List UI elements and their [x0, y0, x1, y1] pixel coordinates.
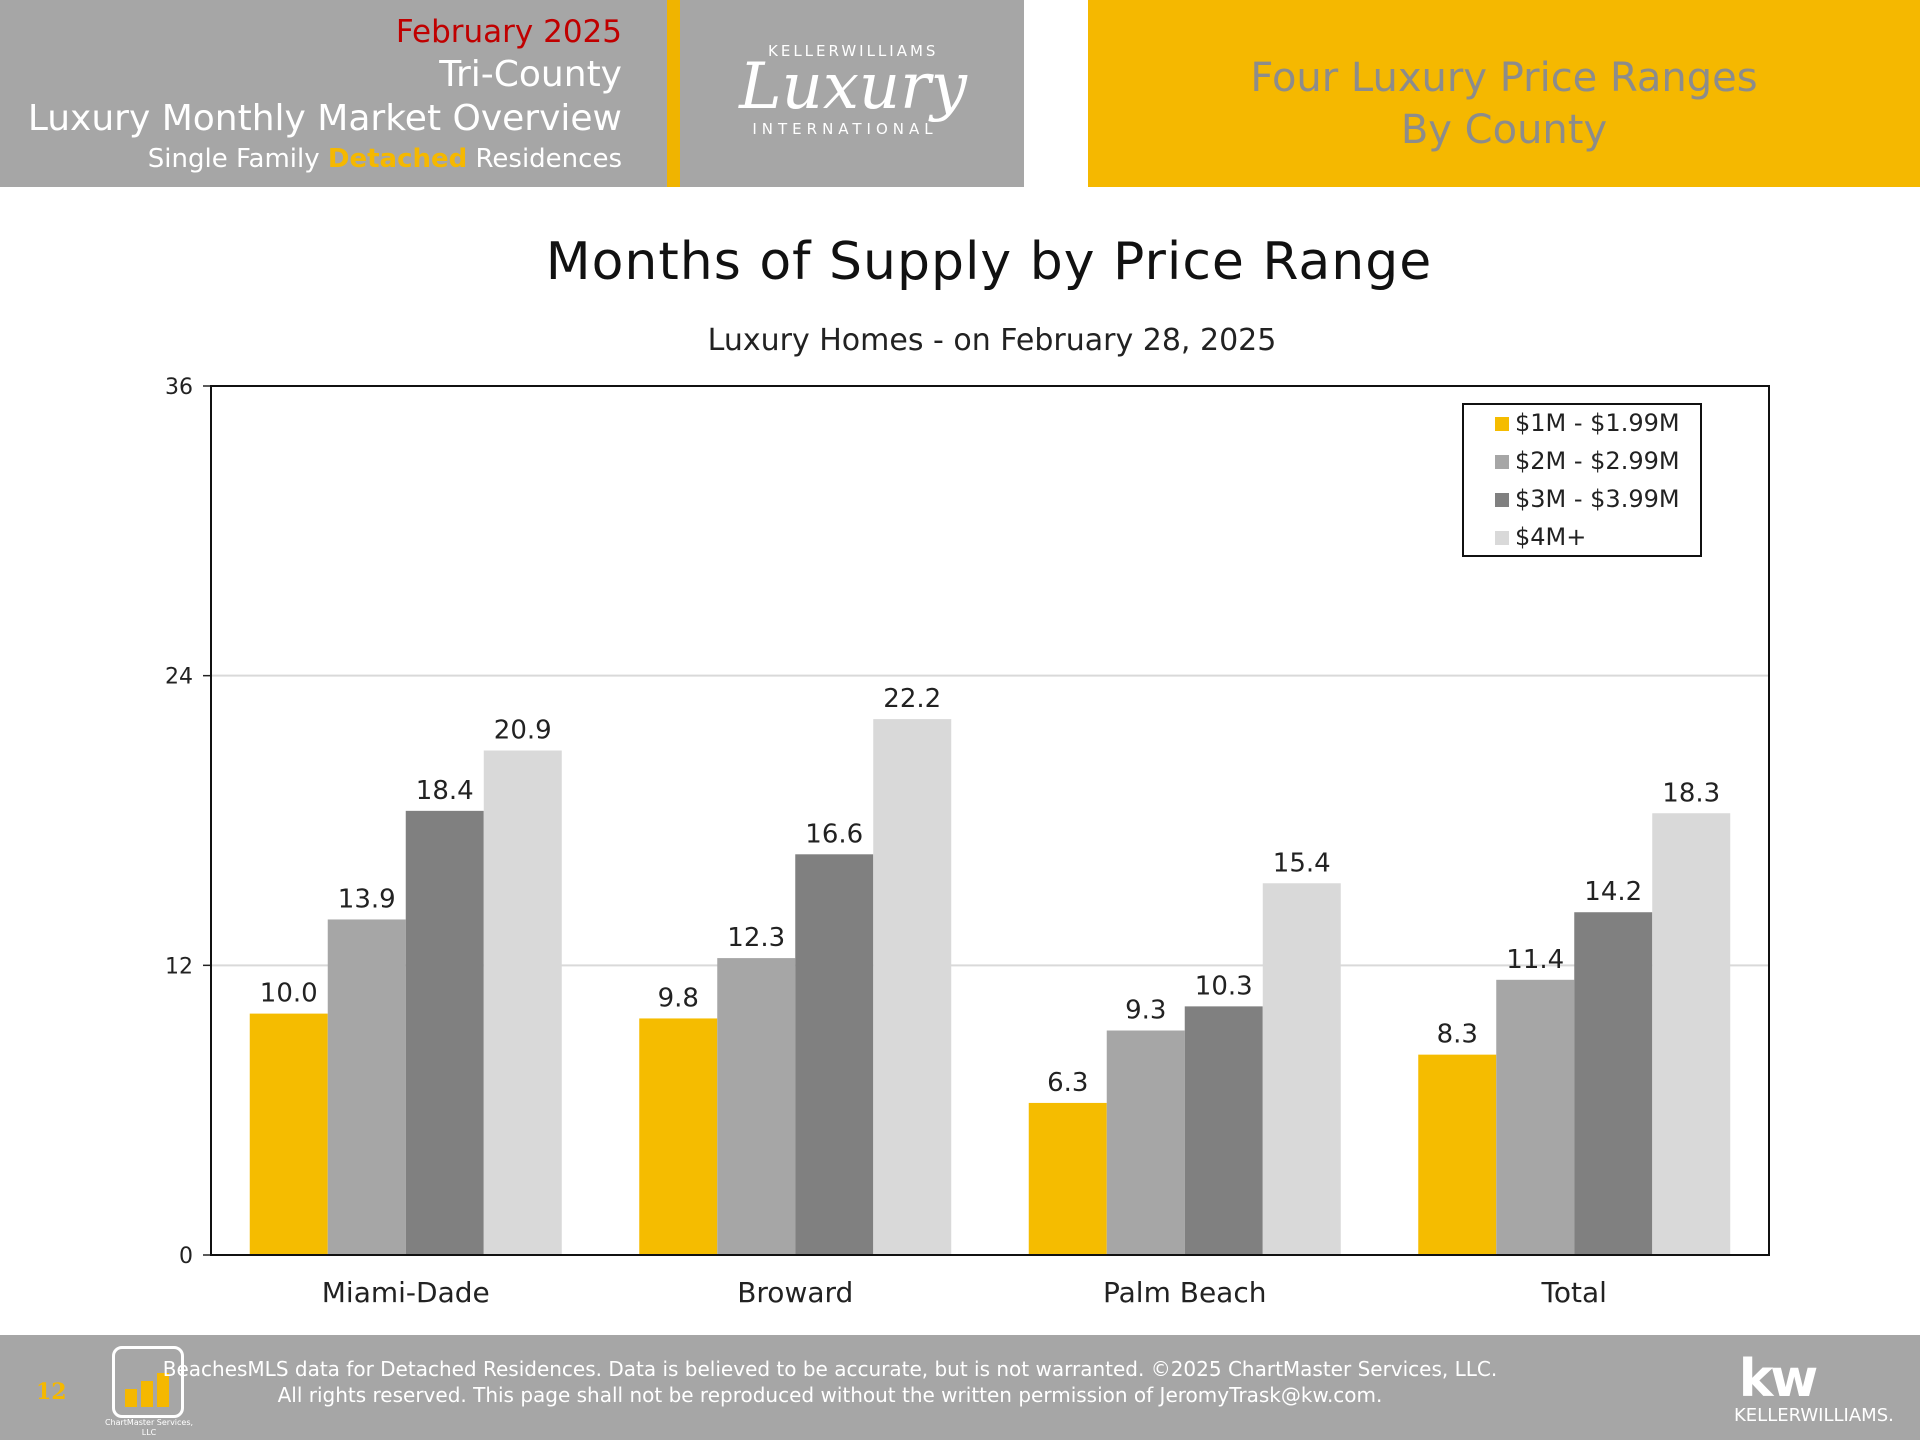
- logo-brand-text: KELLERWILLIAMS: [768, 42, 939, 60]
- data-label: 18.3: [1662, 778, 1720, 808]
- y-tick-label: 36: [165, 375, 193, 400]
- bar: [1028, 1102, 1107, 1255]
- data-label: 20.9: [494, 715, 552, 745]
- report-date: February 2025: [395, 14, 622, 50]
- data-label: 16.6: [805, 819, 863, 849]
- x-tick-label: Broward: [737, 1276, 853, 1309]
- logo-bar: [157, 1373, 169, 1407]
- bar: [249, 1013, 328, 1255]
- section-heading: Four Luxury Price Ranges By County: [1088, 52, 1920, 156]
- legend-swatch: [1495, 417, 1509, 431]
- chartmaster-logo-label: ChartMaster Services, LLC: [104, 1418, 194, 1437]
- bar: [483, 750, 562, 1255]
- data-label: 8.3: [1437, 1020, 1478, 1050]
- bar: [1574, 912, 1653, 1255]
- logo-bar: [141, 1381, 153, 1407]
- data-label: 11.4: [1506, 945, 1564, 975]
- legend-label: $3M - $3.99M: [1515, 485, 1680, 513]
- kw-wordmark: KELLERWILLIAMS.: [1734, 1405, 1894, 1426]
- header-section-panel: Four Luxury Price Ranges By County: [1088, 0, 1920, 187]
- legend-label: $2M - $2.99M: [1515, 447, 1680, 475]
- legend-label: $1M - $1.99M: [1515, 409, 1680, 437]
- data-label: 12.3: [727, 923, 785, 953]
- data-label: 10.0: [260, 979, 318, 1009]
- chart-title: Months of Supply by Price Range: [545, 232, 1433, 292]
- chartmaster-logo-icon: [112, 1346, 184, 1418]
- bar: [1418, 1054, 1497, 1255]
- data-label: 18.4: [416, 776, 474, 806]
- legend-swatch: [1495, 493, 1509, 507]
- data-label: 13.9: [338, 884, 396, 914]
- logo-intl-text: INTERNATIONAL: [752, 120, 938, 138]
- data-label: 14.2: [1584, 877, 1642, 907]
- data-label: 15.4: [1273, 848, 1331, 878]
- chart-subtitle: Luxury Homes - on February 28, 2025: [707, 323, 1277, 358]
- page-number: 12: [36, 1379, 67, 1405]
- y-tick-label: 0: [179, 1244, 193, 1269]
- bar: [639, 1018, 718, 1255]
- legend-swatch: [1495, 455, 1509, 469]
- bar: [873, 719, 952, 1255]
- bar: [1652, 813, 1731, 1255]
- y-tick-label: 12: [165, 954, 193, 979]
- kw-logo-icon: kw: [1738, 1349, 1819, 1409]
- bar: [1106, 1030, 1185, 1255]
- bar: [1262, 883, 1341, 1255]
- section-heading-line2: By County: [1400, 107, 1608, 153]
- bar: [327, 919, 406, 1255]
- subtitle-accent: Detached: [327, 144, 468, 174]
- logo-bar: [125, 1389, 137, 1407]
- data-label: 10.3: [1195, 971, 1253, 1001]
- bar: [1496, 979, 1575, 1255]
- x-tick-label: Miami-Dade: [322, 1276, 490, 1309]
- footer: 12 ChartMaster Services, LLC BeachesMLS …: [0, 1335, 1920, 1440]
- logo-script-text: Luxury: [739, 50, 967, 124]
- kw-luxury-logo: KELLERWILLIAMS Luxury INTERNATIONAL: [680, 0, 1024, 187]
- legend-label: $4M+: [1515, 523, 1586, 551]
- data-label: 22.2: [883, 684, 941, 714]
- data-label: 9.3: [1125, 996, 1166, 1026]
- y-tick-label: 24: [165, 665, 193, 690]
- months-of-supply-chart: 0 12 24 36 10.0 13.9 18.4 20.9 Miami-Dade 9.8 12.3…: [165, 375, 1770, 1309]
- bar: [1184, 1006, 1263, 1255]
- header-title-panel: February 2025 Tri-County Luxury Monthly …: [0, 0, 667, 187]
- legend-swatch: [1495, 531, 1509, 545]
- footer-note-line1: BeachesMLS data for Detached Residences.…: [162, 1357, 1498, 1381]
- subtitle-suffix: Residences: [467, 144, 623, 174]
- report-title: Luxury Monthly Market Overview: [27, 98, 622, 139]
- bar: [405, 810, 484, 1255]
- bar: [795, 854, 874, 1255]
- data-label: 6.3: [1047, 1068, 1088, 1098]
- subtitle-prefix: Single Family: [147, 144, 328, 174]
- section-heading-line1: Four Luxury Price Ranges: [1250, 55, 1758, 101]
- footer-note-line2: All rights reserved. This page shall not…: [277, 1383, 1383, 1407]
- bar: [717, 958, 796, 1255]
- x-tick-label: Palm Beach: [1103, 1276, 1266, 1309]
- x-tick-label: Total: [1541, 1276, 1607, 1309]
- report-region: Tri-County: [439, 54, 622, 95]
- plot-frame: [210, 385, 1770, 1256]
- data-label: 9.8: [658, 983, 699, 1013]
- header-divider: [667, 0, 680, 187]
- report-subtitle: Single Family Detached Residences: [148, 144, 622, 174]
